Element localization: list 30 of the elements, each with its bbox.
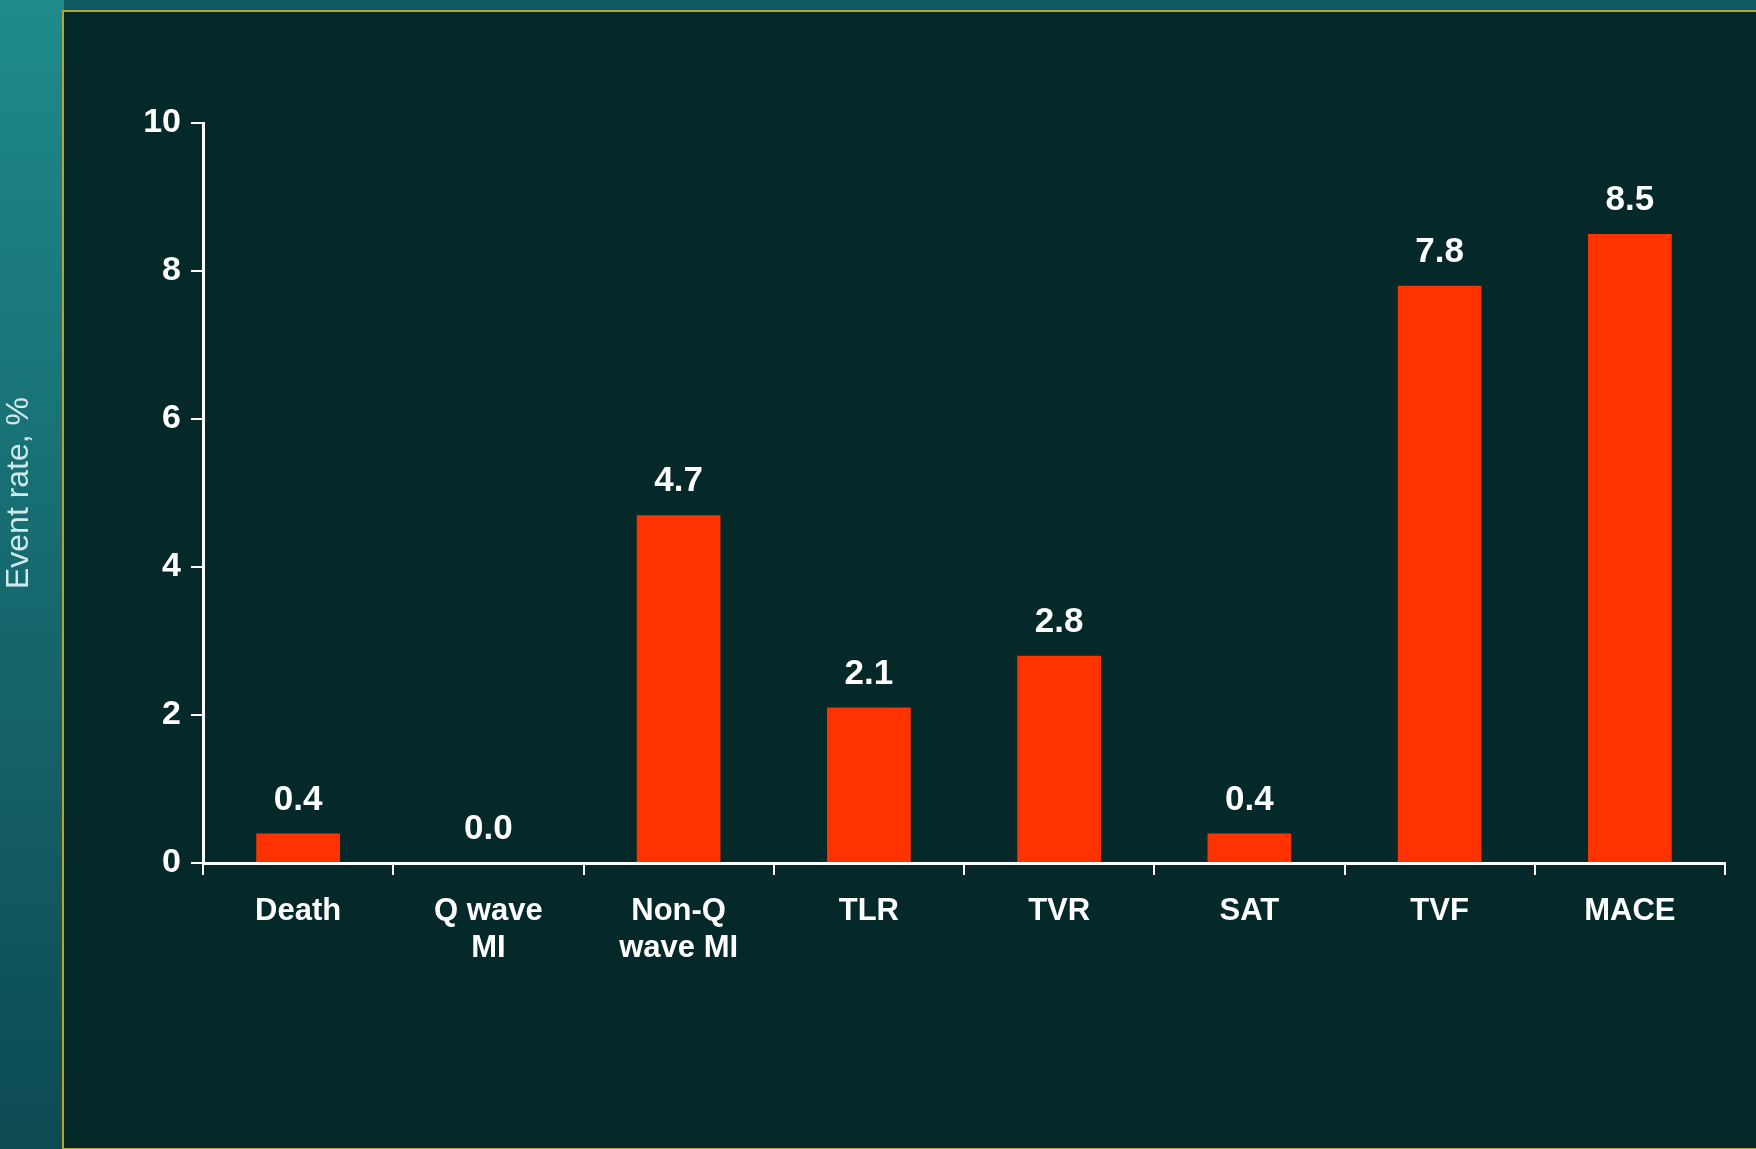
x-tick-label: MACE	[1584, 892, 1676, 928]
bar	[1588, 234, 1672, 862]
x-tick-label: TLR	[838, 892, 900, 928]
data-label: 2.8	[1034, 599, 1084, 639]
y-tick-label: 6	[162, 397, 181, 436]
y-tick-label: 10	[143, 101, 181, 140]
y-axis-title: Event rate, %	[0, 396, 36, 590]
data-label: 0.0	[464, 807, 513, 847]
bar	[1017, 655, 1101, 862]
data-label: 0.4	[1225, 777, 1275, 817]
x-tick-label: Q wave MI	[434, 892, 543, 965]
y-tick-label: 4	[162, 545, 182, 584]
data-label: 2.1	[844, 651, 894, 691]
data-label: 7.8	[1415, 229, 1464, 269]
x-tick-label: SAT	[1219, 892, 1280, 928]
data-label: 4.7	[654, 459, 703, 499]
bar	[827, 707, 911, 862]
x-tick-label: TVR	[1028, 892, 1091, 928]
y-tick-label: 2	[162, 693, 181, 732]
data-label: 8.5	[1605, 178, 1655, 218]
bar	[1207, 833, 1292, 862]
x-tick-label: TVF	[1410, 892, 1469, 928]
bar	[1397, 285, 1482, 862]
y-tick-label: 8	[162, 249, 181, 288]
bar	[636, 515, 721, 862]
data-label: 0.4	[273, 777, 323, 817]
x-tick-label: Death	[255, 892, 342, 928]
y-tick-label: 0	[162, 841, 181, 880]
x-tick-label: Non-Q wave MI	[618, 892, 739, 965]
bar	[256, 833, 340, 862]
